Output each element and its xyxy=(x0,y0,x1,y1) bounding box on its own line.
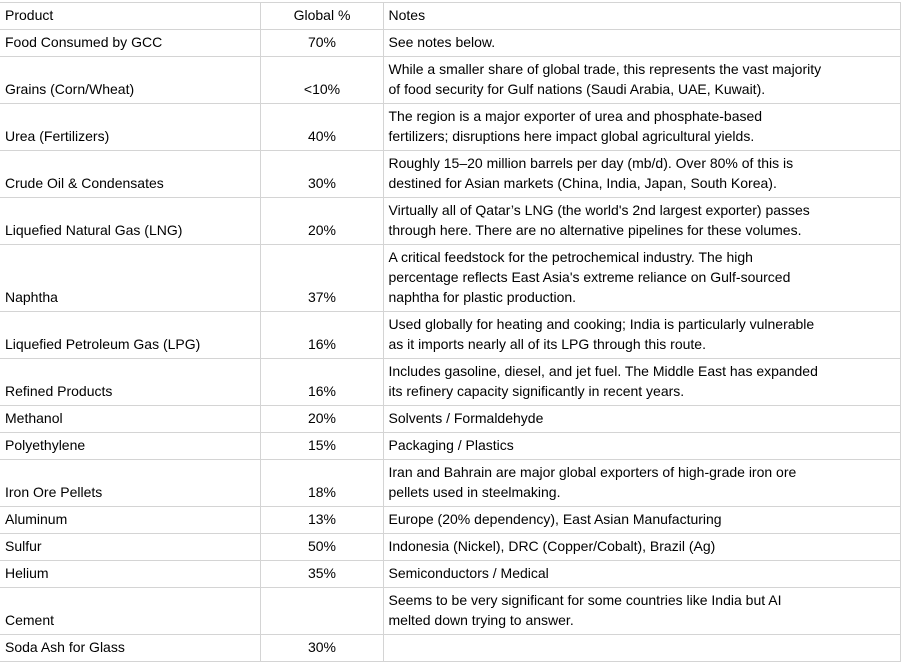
product-cell[interactable]: Food Consumed by GCC xyxy=(0,29,261,57)
table-row: Grains (Corn/Wheat) <10% While a smaller s… xyxy=(0,56,901,104)
global-pct-cell[interactable]: 37% xyxy=(259,244,384,312)
table-row: Aluminum 13% Europe (20% dependency), East… xyxy=(0,506,901,534)
table-row: Soda Ash for Glass 30% xyxy=(0,634,901,662)
notes-cell[interactable]: The region is a major exporter of urea a… xyxy=(382,103,901,151)
product-cell[interactable]: Iron Ore Pellets xyxy=(0,459,261,507)
notes-cell[interactable]: A critical feedstock for the petrochemic… xyxy=(382,244,901,312)
product-cell[interactable]: Polyethylene xyxy=(0,432,261,460)
global-pct-cell[interactable]: 16% xyxy=(259,311,384,359)
global-pct-cell[interactable]: 35% xyxy=(259,560,384,588)
notes-cell[interactable]: Semiconductors / Medical xyxy=(382,560,901,588)
table-row: Helium 35% Semiconductors / Medical xyxy=(0,560,901,588)
header-row: Product Global % Notes xyxy=(0,2,901,30)
table-row: Crude Oil & Condensates 30% Roughly 15–20 … xyxy=(0,150,901,198)
notes-cell[interactable]: Europe (20% dependency), East Asian Manu… xyxy=(382,506,901,534)
product-cell[interactable]: Liquefied Petroleum Gas (LPG) xyxy=(0,311,261,359)
table-row: Liquefied Natural Gas (LNG) 20% Virtually … xyxy=(0,197,901,245)
column-header-product[interactable]: Product xyxy=(0,2,261,30)
notes-cell[interactable]: Seems to be very significant for some co… xyxy=(382,587,901,635)
table-body: Food Consumed by GCC 70% See notes below. G… xyxy=(0,29,901,662)
product-cell[interactable]: Sulfur xyxy=(0,533,261,561)
product-cell[interactable]: Crude Oil & Condensates xyxy=(0,150,261,198)
notes-cell[interactable]: Iran and Bahrain are major global export… xyxy=(382,459,901,507)
notes-cell[interactable]: While a smaller share of global trade, t… xyxy=(382,56,901,104)
global-pct-cell[interactable]: 18% xyxy=(259,459,384,507)
global-pct-cell[interactable]: 13% xyxy=(259,506,384,534)
product-cell[interactable]: Methanol xyxy=(0,405,261,433)
product-cell[interactable]: Soda Ash for Glass xyxy=(0,634,261,662)
table-row: Iron Ore Pellets 18% Iran and Bahrain are … xyxy=(0,459,901,507)
notes-cell[interactable]: Indonesia (Nickel), DRC (Copper/Cobalt),… xyxy=(382,533,901,561)
global-pct-cell[interactable] xyxy=(259,587,384,635)
product-cell[interactable]: Helium xyxy=(0,560,261,588)
table-row: Naphtha 37% A critical feedstock for the p… xyxy=(0,244,901,312)
product-cell[interactable]: Aluminum xyxy=(0,506,261,534)
table-row: Liquefied Petroleum Gas (LPG) 16% Used glo… xyxy=(0,311,901,359)
global-pct-cell[interactable]: 16% xyxy=(259,358,384,406)
table-row: Food Consumed by GCC 70% See notes below. xyxy=(0,29,901,57)
global-pct-cell[interactable]: 70% xyxy=(259,29,384,57)
product-cell[interactable]: Refined Products xyxy=(0,358,261,406)
notes-cell[interactable]: See notes below. xyxy=(382,29,901,57)
global-pct-cell[interactable]: 40% xyxy=(259,103,384,151)
table-row: Methanol 20% Solvents / Formaldehyde xyxy=(0,405,901,433)
notes-cell[interactable]: Includes gasoline, diesel, and jet fuel.… xyxy=(382,358,901,406)
table-row: Refined Products 16% Includes gasoline, di… xyxy=(0,358,901,406)
column-header-global-pct[interactable]: Global % xyxy=(259,2,384,30)
table-row: Cement Seems to be very significant for s… xyxy=(0,587,901,635)
table-row: Urea (Fertilizers) 40% The region is a maj… xyxy=(0,103,901,151)
global-pct-cell[interactable]: 50% xyxy=(259,533,384,561)
product-cell[interactable]: Naphtha xyxy=(0,244,261,312)
product-cell[interactable]: Liquefied Natural Gas (LNG) xyxy=(0,197,261,245)
notes-cell[interactable]: Solvents / Formaldehyde xyxy=(382,405,901,433)
product-cell[interactable]: Grains (Corn/Wheat) xyxy=(0,56,261,104)
notes-cell[interactable]: Used globally for heating and cooking; I… xyxy=(382,311,901,359)
global-pct-cell[interactable]: 30% xyxy=(259,150,384,198)
notes-cell[interactable]: Packaging / Plastics xyxy=(382,432,901,460)
table-row: Polyethylene 15% Packaging / Plastics xyxy=(0,432,901,460)
global-pct-cell[interactable]: 15% xyxy=(259,432,384,460)
column-header-notes[interactable]: Notes xyxy=(382,2,901,30)
global-pct-cell[interactable]: 30% xyxy=(259,634,384,662)
notes-cell[interactable] xyxy=(382,634,901,662)
global-pct-cell[interactable]: 20% xyxy=(259,405,384,433)
product-cell[interactable]: Cement xyxy=(0,587,261,635)
notes-cell[interactable]: Roughly 15–20 million barrels per day (m… xyxy=(382,150,901,198)
global-pct-cell[interactable]: 20% xyxy=(259,197,384,245)
product-cell[interactable]: Urea (Fertilizers) xyxy=(0,103,261,151)
table-row: Sulfur 50% Indonesia (Nickel), DRC (Copper… xyxy=(0,533,901,561)
notes-cell[interactable]: Virtually all of Qatar’s LNG (the world'… xyxy=(382,197,901,245)
global-pct-cell[interactable]: <10% xyxy=(259,56,384,104)
